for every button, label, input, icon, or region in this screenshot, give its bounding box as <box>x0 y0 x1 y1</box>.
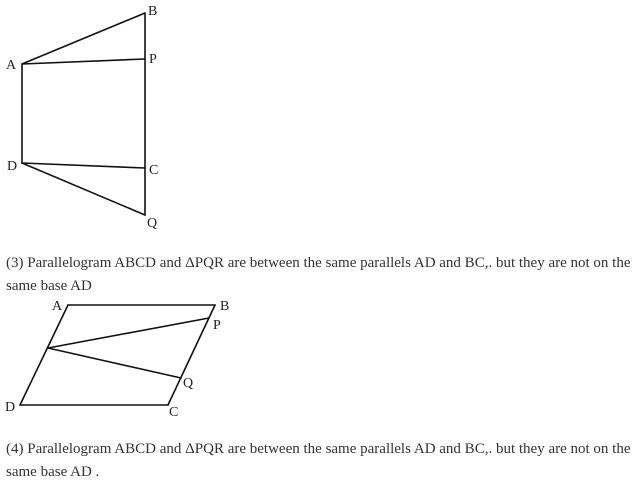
label-d: D <box>5 400 15 415</box>
segment-ap <box>21 58 146 65</box>
label-q: Q <box>147 216 157 231</box>
caption-3: (3) Parallelogram ABCD and ΔPQR are betw… <box>6 255 631 294</box>
figure-1: A B P D C Q <box>6 4 158 231</box>
segment-bc <box>167 304 216 406</box>
label-a: A <box>52 299 63 314</box>
segment-rq <box>47 347 182 379</box>
label-b: B <box>220 299 229 314</box>
label-d: D <box>7 159 17 174</box>
label-b: B <box>148 4 157 19</box>
segment-ab <box>21 12 146 65</box>
label-c: C <box>169 405 178 420</box>
label-c: C <box>149 163 158 178</box>
segment-rp <box>47 317 210 349</box>
label-p: P <box>149 52 157 67</box>
figure-2-lines <box>19 304 216 406</box>
segment-ad <box>19 304 69 406</box>
label-p: P <box>213 318 221 333</box>
segment-dq <box>21 162 146 216</box>
segment-dc <box>21 162 146 169</box>
caption-4: (4) Parallelogram ABCD and ΔPQR are betw… <box>6 441 631 480</box>
figure-1-lines <box>21 12 146 216</box>
label-q: Q <box>183 376 193 391</box>
label-a: A <box>6 58 17 73</box>
